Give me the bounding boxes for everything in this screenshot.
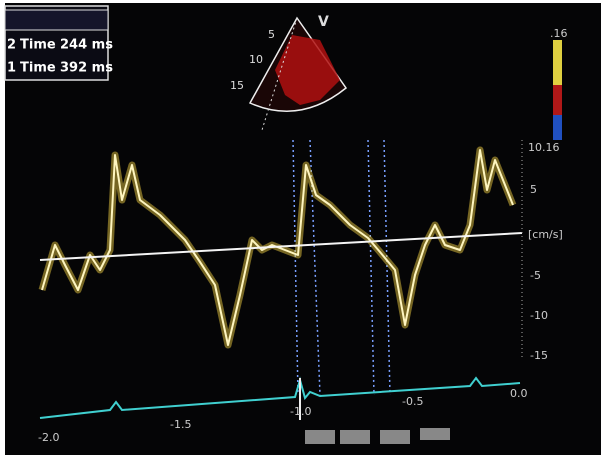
control-strip: [305, 428, 450, 444]
depth-label: 10: [249, 53, 263, 66]
measurement-index: 2: [7, 38, 16, 53]
time-tick-label: -2.0: [38, 431, 59, 444]
measurement-label: Time: [20, 38, 56, 53]
velocity-tick-label: 5: [530, 183, 537, 196]
time-tick-label: -1.0: [290, 405, 311, 418]
doppler-trace: [41, 149, 514, 346]
baseline: [39, 232, 523, 261]
measurement-header: [4, 9, 109, 31]
velocity-unit: [cm/s]: [528, 228, 563, 241]
color-bar: [553, 115, 562, 140]
depth-label: 15: [230, 79, 244, 92]
velocity-tick-label: 10.16: [528, 141, 560, 154]
measurement-value: 244 ms: [60, 38, 113, 53]
measurement-label: Time: [20, 61, 56, 76]
measurement-index: 1: [7, 61, 16, 76]
sector-marker: V: [318, 14, 329, 30]
ecg-trace: [39, 376, 521, 419]
measurement-value: 392 ms: [60, 61, 113, 76]
velocity-tick-label: -10: [530, 309, 548, 322]
time-tick-label: 0.0: [510, 387, 528, 400]
depth-label: 5: [268, 28, 275, 41]
color-scale-top: .16: [550, 27, 568, 40]
color-bar: [553, 40, 562, 85]
time-tick-label: -0.5: [402, 395, 423, 408]
velocity-tick-label: -5: [530, 269, 541, 282]
velocity-tick-label: -15: [530, 349, 548, 362]
time-tick-label: -1.5: [170, 418, 191, 431]
sector-doppler: [275, 35, 340, 105]
color-bar: [553, 85, 562, 115]
